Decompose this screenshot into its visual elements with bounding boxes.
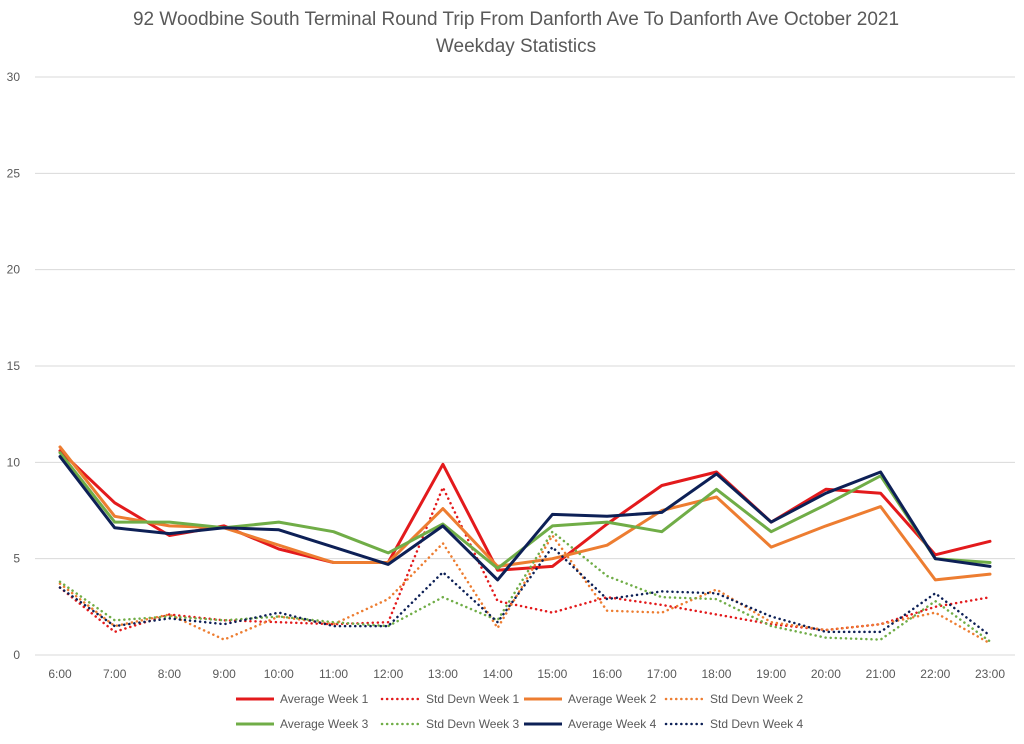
y-tick-label: 20	[7, 263, 21, 277]
legend-item: Std Devn Week 4	[664, 717, 803, 731]
series-line-std-devn-week-2	[58, 534, 992, 645]
y-tick-label: 0	[13, 648, 20, 662]
series-line-average-week-4	[58, 455, 992, 582]
x-tick-label: 23:00	[975, 667, 1005, 681]
x-tick-label: 9:00	[212, 667, 236, 681]
legend-item: Std Devn Week 1	[380, 692, 519, 706]
x-tick-label: 15:00	[537, 667, 567, 681]
y-axis: 0 5 10 15 20 25 30	[7, 70, 21, 662]
x-tick-label: 10:00	[264, 667, 294, 681]
x-tick-label: 16:00	[592, 667, 622, 681]
chart-subtitle: Weekday Statistics	[436, 36, 596, 57]
legend-item: Average Week 4	[524, 717, 657, 731]
x-tick-label: 13:00	[428, 667, 458, 681]
legend-label: Average Week 4	[568, 717, 657, 731]
legend-label: Std Devn Week 2	[710, 692, 803, 706]
x-tick-label: 7:00	[103, 667, 127, 681]
x-tick-label: 11:00	[319, 667, 348, 681]
series-line-average-week-2	[58, 445, 992, 582]
y-tick-label: 25	[7, 166, 21, 180]
x-tick-label: 19:00	[756, 667, 786, 681]
x-tick-label: 8:00	[158, 667, 182, 681]
gridlines	[35, 76, 1015, 656]
y-tick-label: 5	[13, 552, 20, 566]
series-line-std-devn-week-4	[58, 545, 992, 637]
series-line-average-week-3	[58, 451, 992, 570]
legend-item: Average Week 1	[236, 692, 369, 706]
x-tick-label: 17:00	[647, 667, 677, 681]
legend-label: Std Devn Week 1	[426, 692, 519, 706]
legend-label: Average Week 2	[568, 692, 657, 706]
chart-title: 92 Woodbine South Terminal Round Trip Fr…	[133, 9, 899, 30]
legend-label: Std Devn Week 4	[710, 717, 803, 731]
legend-label: Average Week 3	[280, 717, 369, 731]
legend-label: Average Week 1	[280, 692, 369, 706]
legend-label: Std Devn Week 3	[426, 717, 519, 731]
x-tick-label: 6:00	[48, 667, 72, 681]
y-tick-label: 10	[7, 455, 21, 469]
series-line-average-week-1	[58, 449, 992, 572]
x-tick-label: 14:00	[483, 667, 513, 681]
x-axis: 6:00 7:00 8:00 9:00 10:00 11:00 12:00 13:00 14:0…	[48, 667, 1005, 681]
x-tick-label: 18:00	[701, 667, 731, 681]
x-tick-label: 20:00	[811, 667, 841, 681]
series-line-std-devn-week-1	[58, 486, 992, 634]
y-tick-label: 15	[7, 359, 21, 373]
x-tick-label: 22:00	[920, 667, 950, 681]
x-tick-label: 12:00	[373, 667, 403, 681]
legend: Average Week 1 Std Devn Week 1 Average Wee…	[236, 692, 803, 731]
legend-item: Std Devn Week 3	[380, 717, 519, 731]
legend-item: Average Week 3	[236, 717, 369, 731]
x-tick-label: 21:00	[866, 667, 896, 681]
series-lines	[58, 445, 992, 645]
y-tick-label: 30	[7, 70, 21, 84]
legend-item: Std Devn Week 2	[664, 692, 803, 706]
series-line-std-devn-week-3	[58, 530, 992, 643]
legend-item: Average Week 2	[524, 692, 657, 706]
